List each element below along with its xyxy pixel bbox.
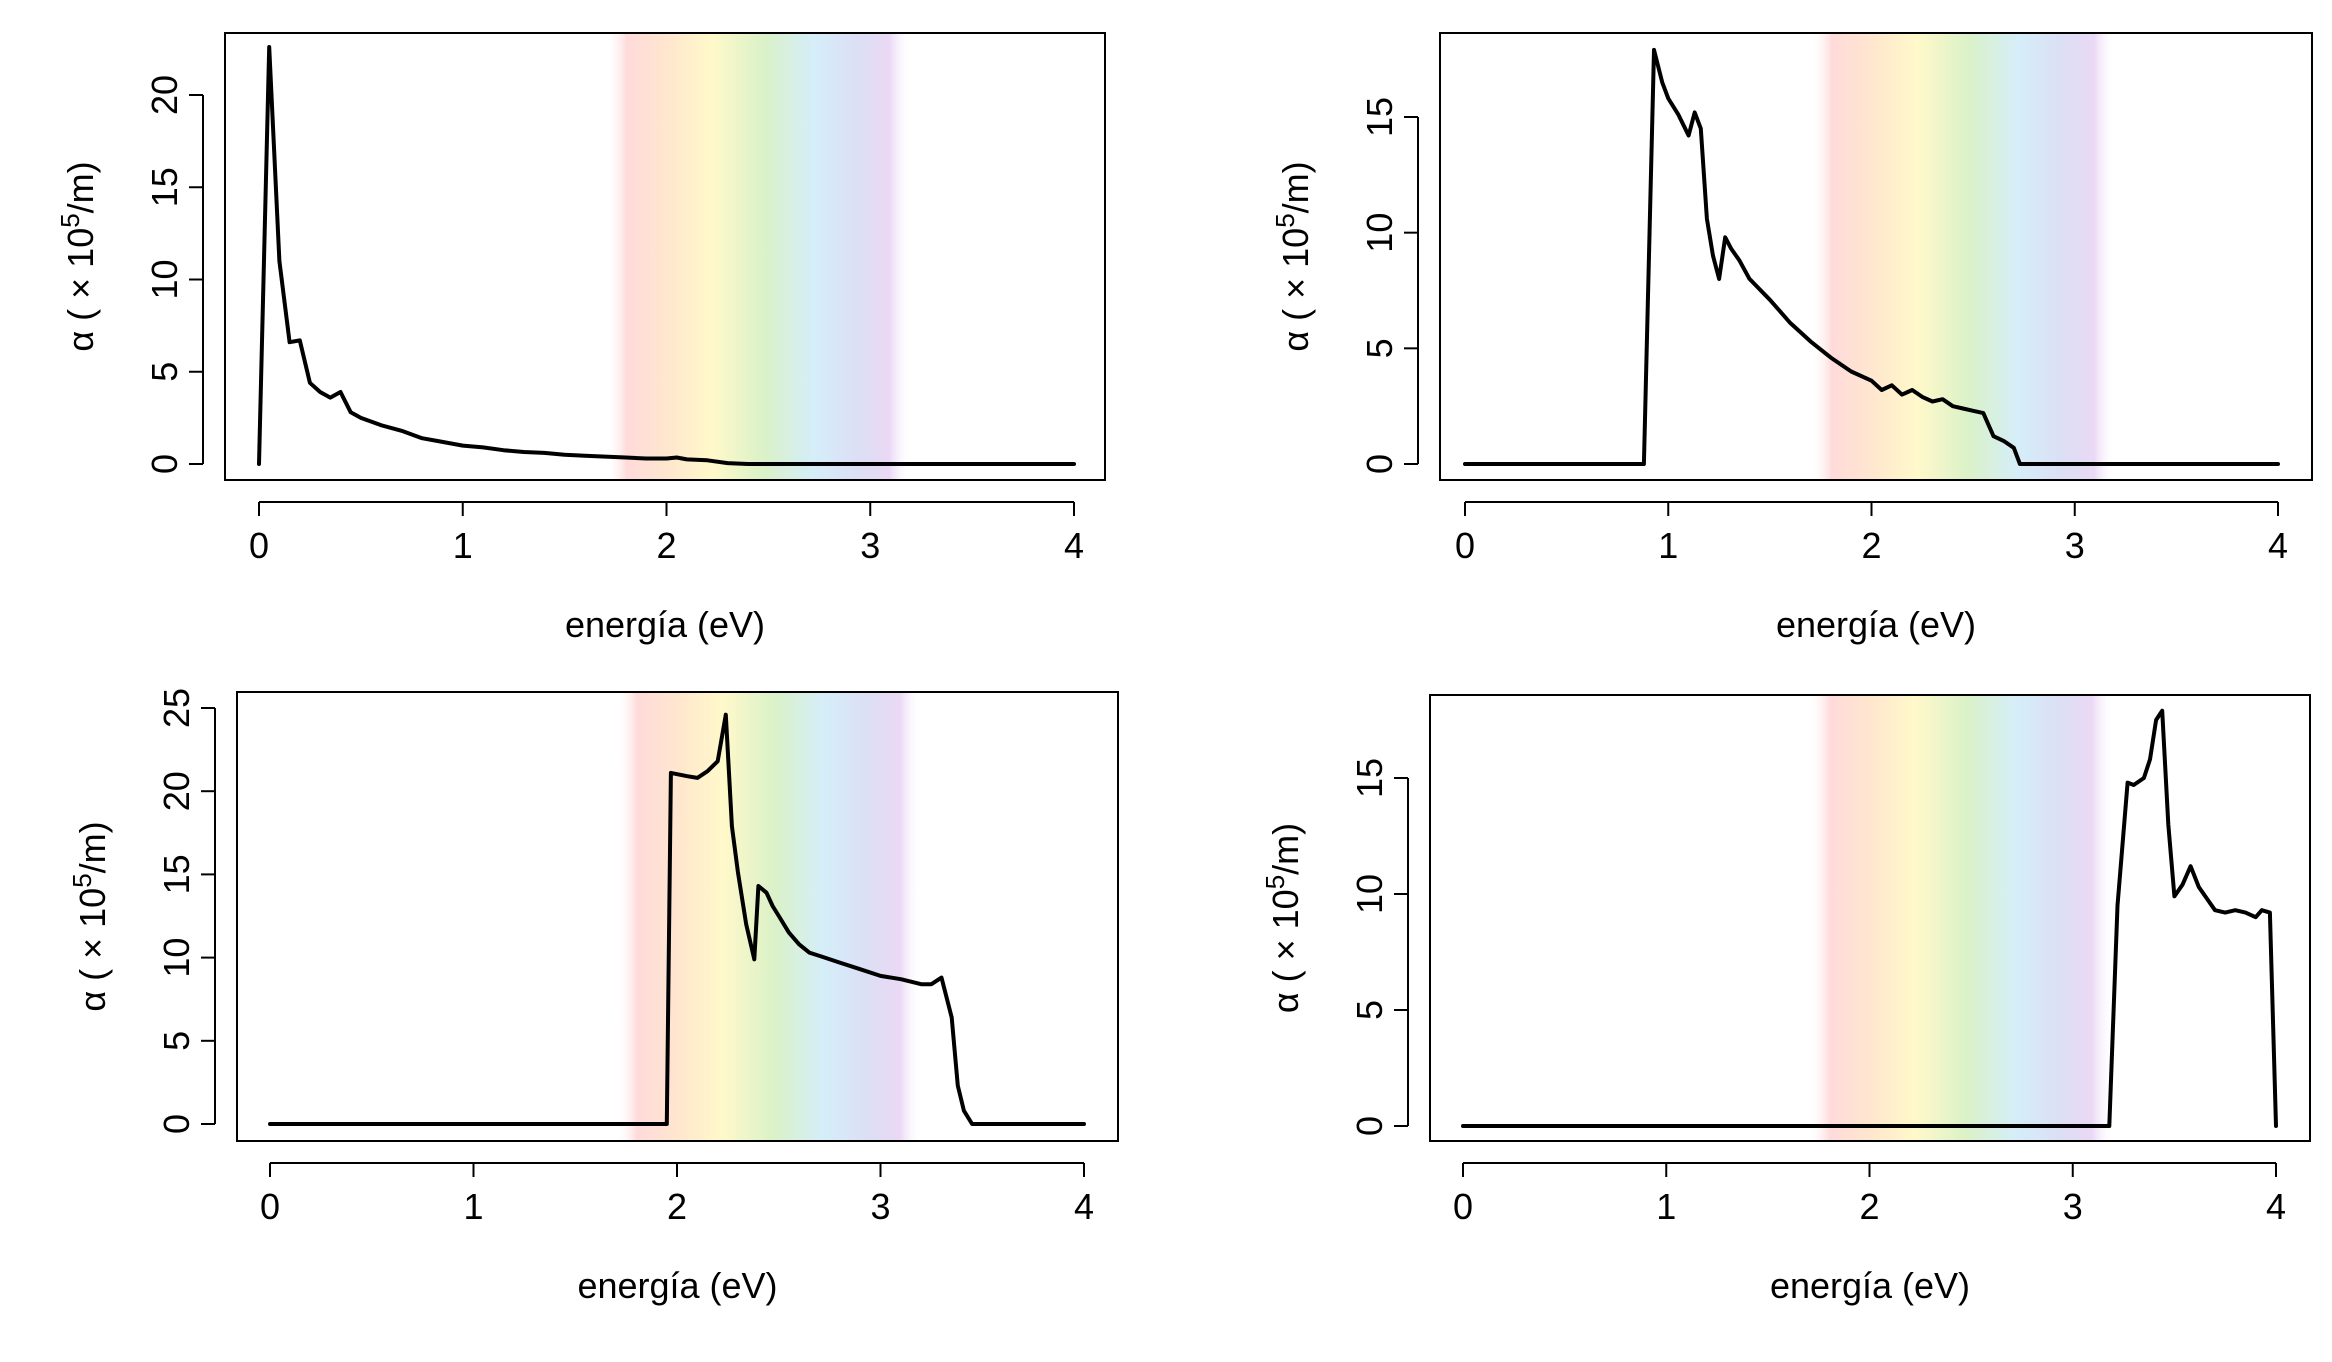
series-line bbox=[268, 712, 1086, 1126]
x-tick-label: 0 bbox=[1453, 1186, 1473, 1227]
y-tick-label: 5 bbox=[144, 362, 185, 382]
y-axis-label: α ( × 105/m) bbox=[55, 161, 101, 351]
y-tick-label: 0 bbox=[144, 454, 185, 474]
y-tick-label: 0 bbox=[1359, 454, 1400, 474]
x-tick-label: 2 bbox=[656, 525, 676, 566]
panel-top-right: 0 1 2 3 4 energía (eV) 0 5 10 15 α ( × 105/m) bbox=[1270, 32, 2313, 645]
y-axis-label: α ( × 105/m) bbox=[1270, 161, 1316, 351]
x-tick-label: 4 bbox=[1074, 1186, 1094, 1227]
panel-bottom-left: 0 1 2 3 4 energía (eV) 0 5 10 15 20 25 α ( × 105/m) bbox=[67, 688, 1119, 1306]
y-tick-label: 20 bbox=[156, 771, 197, 811]
x-tick-label: 4 bbox=[1064, 525, 1084, 566]
x-tick-label: 3 bbox=[2065, 525, 2085, 566]
y-axis-label: α ( × 105/m) bbox=[1260, 823, 1306, 1013]
y-tick-label: 15 bbox=[1359, 97, 1400, 137]
plot-frame bbox=[236, 691, 1119, 1142]
y-tick-label: 5 bbox=[156, 1031, 197, 1051]
y-tick-label: 20 bbox=[144, 75, 185, 115]
x-tick-label: 1 bbox=[453, 525, 473, 566]
series-line bbox=[1463, 47, 2280, 466]
x-tick-label: 1 bbox=[1656, 1186, 1676, 1227]
x-axis-label: energía (eV) bbox=[565, 604, 765, 645]
x-tick-label: 3 bbox=[2063, 1186, 2083, 1227]
spectrum-band bbox=[1808, 696, 2114, 1140]
y-axis-label: α ( × 105/m) bbox=[67, 821, 113, 1011]
plot-frame bbox=[1429, 694, 2311, 1142]
panel-bottom-right: 0 1 2 3 4 energía (eV) 0 5 10 15 α ( × 105/m) bbox=[1260, 694, 2311, 1306]
y-tick-label: 5 bbox=[1359, 338, 1400, 358]
x-tick-label: 0 bbox=[249, 525, 269, 566]
x-axis-label: energía (eV) bbox=[1770, 1265, 1970, 1306]
y-tick-label: 25 bbox=[156, 688, 197, 728]
y-tick-label: 10 bbox=[1349, 874, 1390, 914]
y-tick-label: 15 bbox=[156, 854, 197, 894]
x-tick-label: 0 bbox=[260, 1186, 280, 1227]
y-tick-label: 0 bbox=[1349, 1116, 1390, 1136]
x-tick-label: 4 bbox=[2266, 1186, 2286, 1227]
plot-frame bbox=[1439, 32, 2313, 481]
x-tick-label: 2 bbox=[1861, 525, 1881, 566]
y-tick-label: 10 bbox=[1359, 213, 1400, 253]
panel-top-left: 0 1 2 3 4 energía (eV) 0 5 10 15 20 α ( × 105/m) bbox=[55, 32, 1106, 645]
spectrum-band bbox=[605, 34, 911, 479]
plot-frame bbox=[224, 32, 1106, 481]
x-tick-label: 3 bbox=[860, 525, 880, 566]
x-tick-label: 3 bbox=[870, 1186, 890, 1227]
x-tick-label: 2 bbox=[1859, 1186, 1879, 1227]
x-tick-label: 1 bbox=[463, 1186, 483, 1227]
y-tick-label: 0 bbox=[156, 1114, 197, 1134]
x-tick-label: 2 bbox=[667, 1186, 687, 1227]
series-line bbox=[257, 45, 1076, 466]
y-tick-label: 10 bbox=[156, 938, 197, 978]
y-tick-label: 10 bbox=[144, 259, 185, 299]
series-line bbox=[1461, 708, 2278, 1128]
y-tick-label: 15 bbox=[144, 167, 185, 207]
spectrum-band bbox=[615, 693, 922, 1140]
x-axis-label: energía (eV) bbox=[577, 1265, 777, 1306]
y-tick-label: 5 bbox=[1349, 1000, 1390, 1020]
spectrum-band bbox=[1810, 34, 2116, 479]
x-tick-label: 4 bbox=[2268, 525, 2288, 566]
x-tick-label: 0 bbox=[1455, 525, 1475, 566]
y-tick-label: 15 bbox=[1349, 758, 1390, 798]
x-axis-label: energía (eV) bbox=[1776, 604, 1976, 645]
x-tick-label: 1 bbox=[1658, 525, 1678, 566]
